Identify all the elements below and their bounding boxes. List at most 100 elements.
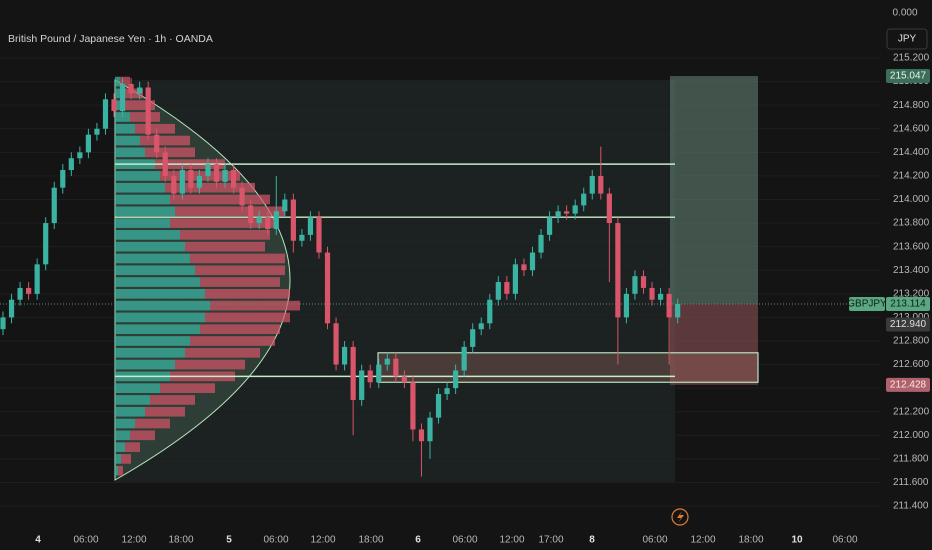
candle-body [649,287,655,300]
price-axis [880,0,932,550]
candle-body [282,199,288,212]
candle-body [401,376,407,383]
candle-body [205,164,211,176]
symbol-tag-label: GBPJPY [847,299,887,310]
profile-down [130,112,160,122]
candle-body [145,87,151,135]
profile-up [115,112,130,122]
candle-body [0,317,6,330]
y-tick-label: 213.600 [893,241,930,252]
candle-body [504,282,510,294]
y-tick-label: 213.400 [893,265,930,276]
profile-down [125,442,140,452]
candle-body [478,323,484,330]
profile-down [140,135,190,146]
profile-down [180,230,270,240]
y-tick-label: 214.800 [893,100,930,111]
profile-up [115,265,195,276]
candle-body [316,217,322,253]
profile-down [150,395,195,405]
zone [377,352,759,383]
axis: 215.200215.000214.800214.600214.400214.2… [35,53,930,546]
candle-body [487,299,493,324]
profile-down [170,218,275,228]
event-icon[interactable] [671,508,689,526]
profile-down [121,454,131,464]
candle-body [299,234,305,241]
position-loss [670,303,758,385]
profile-down [170,194,270,205]
profile-down [200,277,280,287]
profile-down [205,288,290,299]
profile-down [130,430,155,441]
x-tick-label: 12:00 [121,535,146,546]
profile-up [115,194,170,205]
profile-up [115,253,190,264]
profile-up [115,442,125,452]
profile-up [115,76,120,87]
candle-body [461,346,467,371]
candle-body [51,187,57,224]
x-tick-label: 06:00 [832,535,857,546]
candle-body [427,417,433,442]
y-tick-label: 214.200 [893,171,930,182]
profile-down [165,182,255,193]
candle-body [119,83,126,112]
y-tick-label: 213.200 [893,288,930,299]
currency-button[interactable] [886,28,928,50]
candle-body [102,99,109,129]
x-tick-label: 18:00 [738,535,763,546]
profile-up [115,171,160,181]
candle-body [632,276,638,294]
y-tick-label: 214.000 [893,194,930,205]
y-tick-label: 213.800 [893,218,930,229]
candle-body [85,134,91,153]
candle-body [495,282,501,300]
candle-body [290,199,296,241]
candle-body [196,175,203,188]
candle-body [273,211,279,229]
candle-body [43,223,49,265]
x-tick-label: 17:00 [538,535,563,546]
profile-down [175,359,245,370]
x-tick-label: 8 [589,535,595,546]
chart-title: British Pound / Japanese Yen · 1h · OAND… [8,33,213,45]
candle-body [324,252,331,324]
candle-body [213,164,220,182]
profile-up [115,135,140,146]
profile-up [115,430,130,441]
candle-body [453,370,459,389]
y-tick-label: 215.200 [893,53,930,64]
candle-body [162,152,168,176]
price-tag-label: 212.940 [890,319,927,330]
profile-down [145,147,195,158]
profile-up [115,230,180,240]
y-tick-label: 211.800 [893,454,929,465]
profile-down [195,265,285,276]
currency-label[interactable]: JPY [898,34,917,45]
candle-body [657,293,664,300]
candle-body [598,175,604,194]
scale-top-label: 0.000 [892,8,917,19]
profile-up [115,359,175,370]
profile-down [120,76,130,87]
x-tick-label: 12:00 [310,535,335,546]
profile-up [115,123,135,134]
position-profit [670,76,758,304]
candle-body [265,217,271,229]
profile-down [185,347,260,358]
y-tick-label: 212.200 [893,406,930,417]
profile-down [160,383,215,393]
y-tick-label: 211.600 [893,477,929,488]
y-tick-label: 212.800 [893,336,930,347]
candle-body [230,170,237,188]
candle-body [342,346,348,365]
x-tick-label: 18:00 [168,535,193,546]
profile-up [115,347,185,358]
candle-body [222,170,228,182]
profile-down [145,406,185,417]
profile-down [200,324,280,335]
profile-up [115,218,170,228]
candle-body [444,388,450,395]
